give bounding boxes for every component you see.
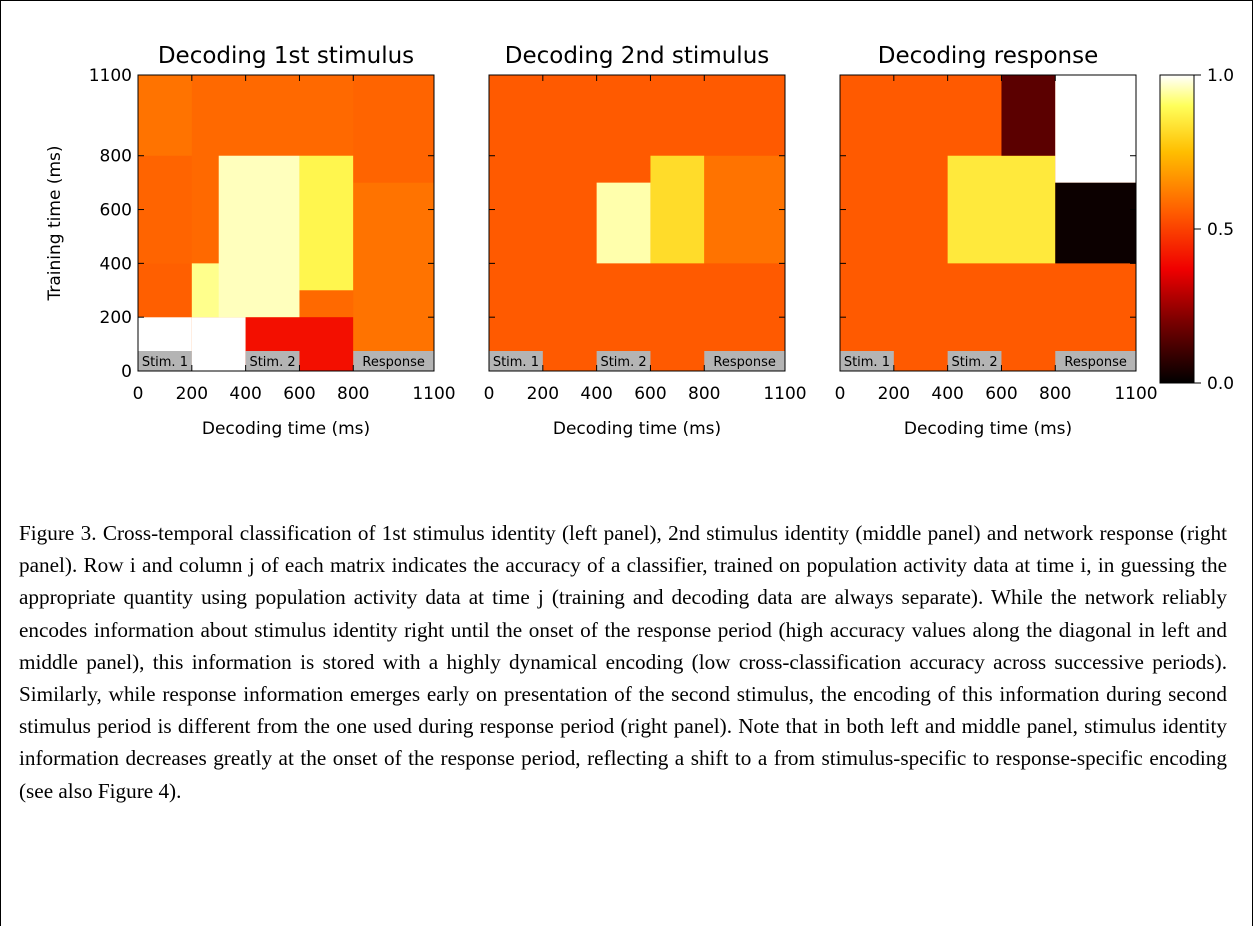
period-label: Stim. 1	[844, 355, 890, 370]
x-axis-label: Decoding time (ms)	[904, 419, 1072, 439]
period-band	[947, 351, 1002, 371]
heatmap-cell	[353, 182, 434, 371]
y-tick-label: 0	[121, 362, 132, 382]
y-tick-label: 200	[100, 308, 132, 328]
x-axis-label: Decoding time (ms)	[202, 419, 370, 439]
heatmap-panel-1: Stim. 1 Stim. 2 Response Decoding 1st stimu…	[45, 43, 456, 439]
x-tick-label: 600	[634, 384, 666, 404]
heatmap-cell	[1055, 182, 1136, 264]
period-band	[1055, 351, 1136, 371]
x-tick-label: 800	[1039, 384, 1071, 404]
figure-chart: Stim. 1 Stim. 2 Response Decoding 1st stimu…	[45, 43, 1234, 439]
heatmap-cell	[947, 155, 1056, 264]
x-tick-label: 200	[176, 384, 208, 404]
heatmap-cell	[596, 182, 651, 264]
y-axis-label: Training time (ms)	[45, 146, 65, 302]
period-label: Response	[1064, 355, 1126, 370]
period-band	[840, 351, 894, 371]
heatmap-cell	[704, 155, 785, 264]
x-tick-label: 400	[229, 384, 261, 404]
period-label: Response	[713, 355, 775, 370]
heatmap-cell	[138, 263, 192, 318]
panel-title: Decoding 1st stimulus	[158, 43, 414, 69]
heatmap-cell	[1055, 75, 1136, 183]
heatmap-cell	[191, 317, 246, 371]
heatmap-cell	[353, 75, 434, 183]
x-tick-label: 600	[283, 384, 315, 404]
colorbar-tick-label-min: 0.0	[1207, 374, 1234, 394]
x-tick-label: 1100	[1114, 384, 1157, 404]
heatmap-cell	[299, 155, 354, 291]
x-tick-label: 0	[484, 384, 495, 404]
period-label: Stim. 2	[951, 355, 997, 370]
colorbar: 1.0 0.5 0.0	[1159, 66, 1234, 394]
heatmap-panel-2: Stim. 1 Stim. 2 Response Decoding 2nd stimu…	[484, 43, 807, 439]
y-tick-label: 600	[100, 201, 132, 221]
x-tick-label: 1100	[763, 384, 806, 404]
period-label: Response	[362, 355, 424, 370]
heatmap-cell	[1001, 75, 1056, 156]
x-tick-label: 200	[878, 384, 910, 404]
x-tick-label: 800	[337, 384, 369, 404]
x-axis-label: Decoding time (ms)	[553, 419, 721, 439]
period-band	[596, 351, 651, 371]
period-band	[245, 351, 300, 371]
period-band	[138, 351, 192, 371]
x-tick-label: 400	[580, 384, 612, 404]
y-tick-label: 800	[100, 147, 132, 167]
period-band	[489, 351, 543, 371]
heatmap-cell	[218, 155, 300, 318]
heatmap-cell	[138, 155, 192, 264]
panel-title: Decoding response	[878, 43, 1099, 69]
x-tick-label: 400	[931, 384, 963, 404]
x-tick-label: 1100	[412, 384, 455, 404]
colorbar-gradient	[1159, 74, 1195, 384]
period-label: Stim. 2	[249, 355, 295, 370]
panel-title: Decoding 2nd stimulus	[505, 43, 770, 69]
figure-caption: Figure 3. Cross-temporal classification …	[19, 521, 1227, 803]
y-tick-label: 1100	[89, 66, 132, 86]
period-label: Stim. 1	[142, 355, 188, 370]
x-tick-label: 0	[133, 384, 144, 404]
period-label: Stim. 1	[493, 355, 539, 370]
heatmap-panel-3: Stim. 1 Stim. 2 Response Decoding response 0…	[835, 43, 1158, 439]
x-tick-label: 600	[985, 384, 1017, 404]
period-label: Stim. 2	[600, 355, 646, 370]
colorbar-tick-label-mid: 0.5	[1207, 220, 1234, 240]
plot-frame	[839, 74, 1137, 372]
x-tick-label: 200	[527, 384, 559, 404]
x-tick-label: 800	[688, 384, 720, 404]
y-tick-label: 400	[100, 254, 132, 274]
colorbar-tick-label-max: 1.0	[1207, 66, 1234, 86]
heatmap-cell	[650, 155, 705, 264]
period-band	[353, 351, 434, 371]
x-tick-label: 0	[835, 384, 846, 404]
period-band	[704, 351, 785, 371]
plot-frame	[137, 74, 435, 372]
heatmap-cell	[138, 75, 192, 156]
plot-frame	[488, 74, 786, 372]
